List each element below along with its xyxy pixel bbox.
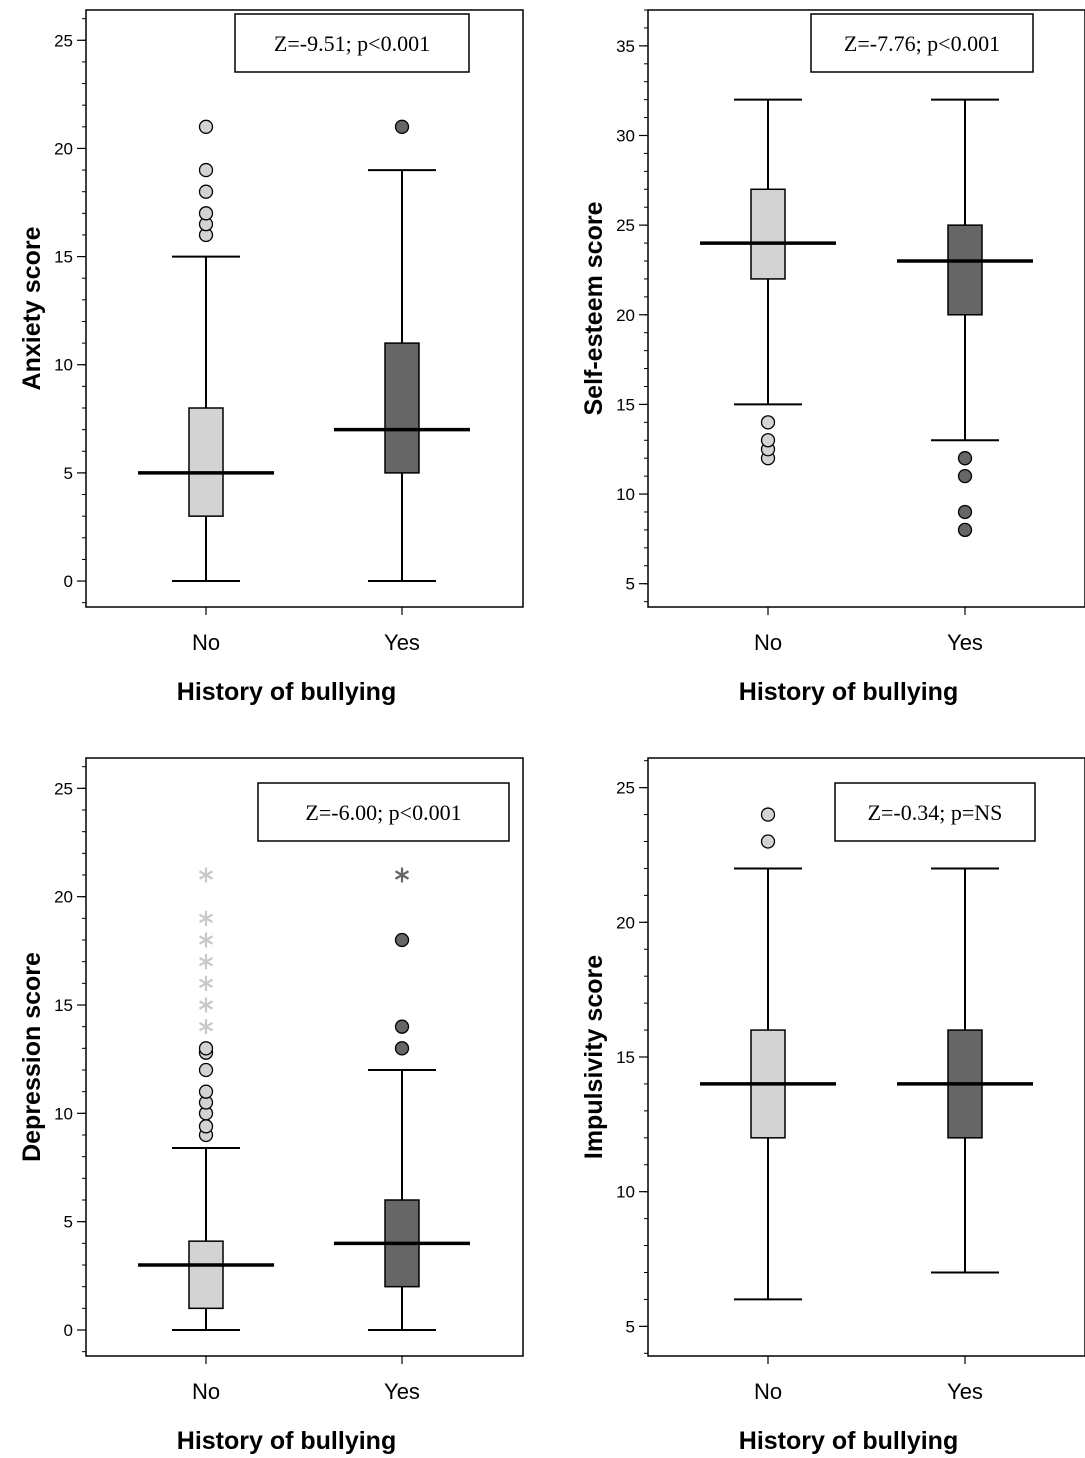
outlier-point bbox=[394, 932, 410, 948]
x-axis-title: History of bullying bbox=[177, 1427, 396, 1455]
outlier-point bbox=[394, 119, 410, 134]
box-no bbox=[138, 867, 274, 1331]
y-tick-label: 20 bbox=[616, 306, 635, 325]
plot-frame bbox=[647, 9, 1085, 608]
outlier-point bbox=[198, 162, 214, 178]
x-tick-label: Yes bbox=[384, 630, 420, 655]
y-tick-label: 15 bbox=[616, 1048, 635, 1067]
chart-panel-1: 0 5 10 15 20 25 No Yes History of bullying Anxiet… bbox=[18, 9, 524, 706]
y-tick-label: 5 bbox=[626, 1317, 635, 1336]
y-tick-label: 5 bbox=[64, 464, 73, 483]
chart-panel-3: 0 5 10 15 20 25 No Yes History of bullying Depres… bbox=[18, 757, 524, 1455]
y-tick-label: 10 bbox=[54, 356, 73, 375]
y-axis-title: Self-esteem score bbox=[580, 201, 608, 415]
outlier-point bbox=[394, 1019, 410, 1034]
outlier-point bbox=[957, 522, 973, 538]
box-yes bbox=[897, 867, 1033, 1274]
y-tick-label: 5 bbox=[64, 1213, 73, 1232]
y-axis-title: Anxiety score bbox=[18, 226, 46, 390]
plot-frame bbox=[85, 9, 524, 608]
extreme-point bbox=[198, 867, 214, 883]
y-tick-label: 15 bbox=[616, 395, 635, 414]
x-axis-title: History of bullying bbox=[739, 1427, 958, 1455]
x-tick-label: No bbox=[754, 630, 782, 655]
y-tick-label: 10 bbox=[616, 485, 635, 504]
y-tick-label: 5 bbox=[626, 575, 635, 594]
x-axis-title: History of bullying bbox=[177, 678, 396, 706]
box-no bbox=[700, 98, 836, 466]
outlier-point bbox=[760, 433, 776, 448]
extreme-point bbox=[198, 1019, 214, 1035]
extreme-point bbox=[394, 867, 410, 883]
extreme-point bbox=[198, 954, 214, 970]
y-tick-label: 0 bbox=[64, 572, 73, 591]
y-tick-label: 20 bbox=[54, 888, 73, 907]
y-axis-title: Impulsivity score bbox=[580, 955, 608, 1159]
y-tick-label: 20 bbox=[616, 913, 635, 932]
y-tick-label: 10 bbox=[54, 1104, 73, 1123]
y-tick-label: 10 bbox=[616, 1183, 635, 1202]
outlier-point bbox=[198, 1062, 214, 1078]
stat-annotation: Z=-0.34; p=NS bbox=[868, 800, 1003, 825]
stat-box bbox=[810, 13, 1034, 73]
extreme-point bbox=[198, 975, 214, 991]
y-tick-label: 25 bbox=[54, 31, 73, 50]
y-tick-label: 0 bbox=[64, 1321, 73, 1340]
outlier-point bbox=[198, 184, 214, 199]
x-tick-label: Yes bbox=[384, 1379, 420, 1404]
x-tick-label: No bbox=[754, 1379, 782, 1404]
box-yes bbox=[897, 98, 1033, 538]
outlier-point bbox=[957, 451, 973, 466]
outlier-point bbox=[394, 1041, 410, 1056]
outlier-point bbox=[957, 468, 973, 484]
outlier-point bbox=[760, 807, 776, 822]
y-tick-label: 15 bbox=[54, 248, 73, 267]
x-tick-label: No bbox=[192, 630, 220, 655]
y-tick-label: 25 bbox=[54, 779, 73, 798]
outlier-point bbox=[198, 119, 214, 134]
chart-panel-2: 5 10 15 20 25 30 35 No Yes History of bullying Sel… bbox=[580, 9, 1085, 706]
stat-box bbox=[834, 782, 1036, 842]
outlier-point bbox=[198, 206, 214, 221]
iqr-box bbox=[188, 1240, 224, 1310]
y-tick-label: 30 bbox=[616, 126, 635, 145]
extreme-point bbox=[198, 997, 214, 1013]
stat-annotation: Z=-7.76; p<0.001 bbox=[844, 31, 1000, 56]
extreme-point bbox=[198, 932, 214, 948]
stat-annotation: Z=-6.00; p<0.001 bbox=[305, 800, 461, 825]
x-tick-label: Yes bbox=[947, 1379, 983, 1404]
x-tick-label: Yes bbox=[947, 630, 983, 655]
y-tick-label: 20 bbox=[54, 139, 73, 158]
y-axis-title: Depression score bbox=[18, 952, 46, 1162]
box-no bbox=[138, 119, 274, 583]
x-axis-title: History of bullying bbox=[739, 678, 958, 706]
outlier-point bbox=[760, 415, 776, 430]
outlier-point bbox=[957, 504, 973, 520]
chart-panel-4: 5 10 15 20 25 No Yes History of bullying Impulsi… bbox=[580, 757, 1085, 1455]
y-tick-label: 15 bbox=[54, 996, 73, 1015]
stat-box bbox=[234, 13, 470, 73]
y-tick-label: 25 bbox=[616, 216, 635, 235]
outlier-point bbox=[198, 1084, 214, 1099]
iqr-box bbox=[750, 188, 786, 280]
outlier-point bbox=[198, 1119, 214, 1134]
y-tick-label: 25 bbox=[616, 779, 635, 798]
extreme-point bbox=[198, 910, 214, 926]
iqr-box bbox=[188, 407, 224, 517]
x-tick-label: No bbox=[192, 1379, 220, 1404]
y-tick-label: 35 bbox=[616, 37, 635, 56]
plot-frame bbox=[647, 757, 1085, 1357]
outlier-point bbox=[760, 834, 776, 849]
iqr-box bbox=[947, 224, 983, 316]
stat-annotation: Z=-9.51; p<0.001 bbox=[274, 31, 430, 56]
plot-frame bbox=[85, 757, 524, 1357]
box-yes bbox=[334, 867, 470, 1331]
outlier-point bbox=[198, 1041, 214, 1056]
iqr-box bbox=[384, 342, 420, 474]
box-no bbox=[700, 807, 836, 1301]
box-yes bbox=[334, 119, 470, 583]
stat-box bbox=[257, 782, 510, 842]
